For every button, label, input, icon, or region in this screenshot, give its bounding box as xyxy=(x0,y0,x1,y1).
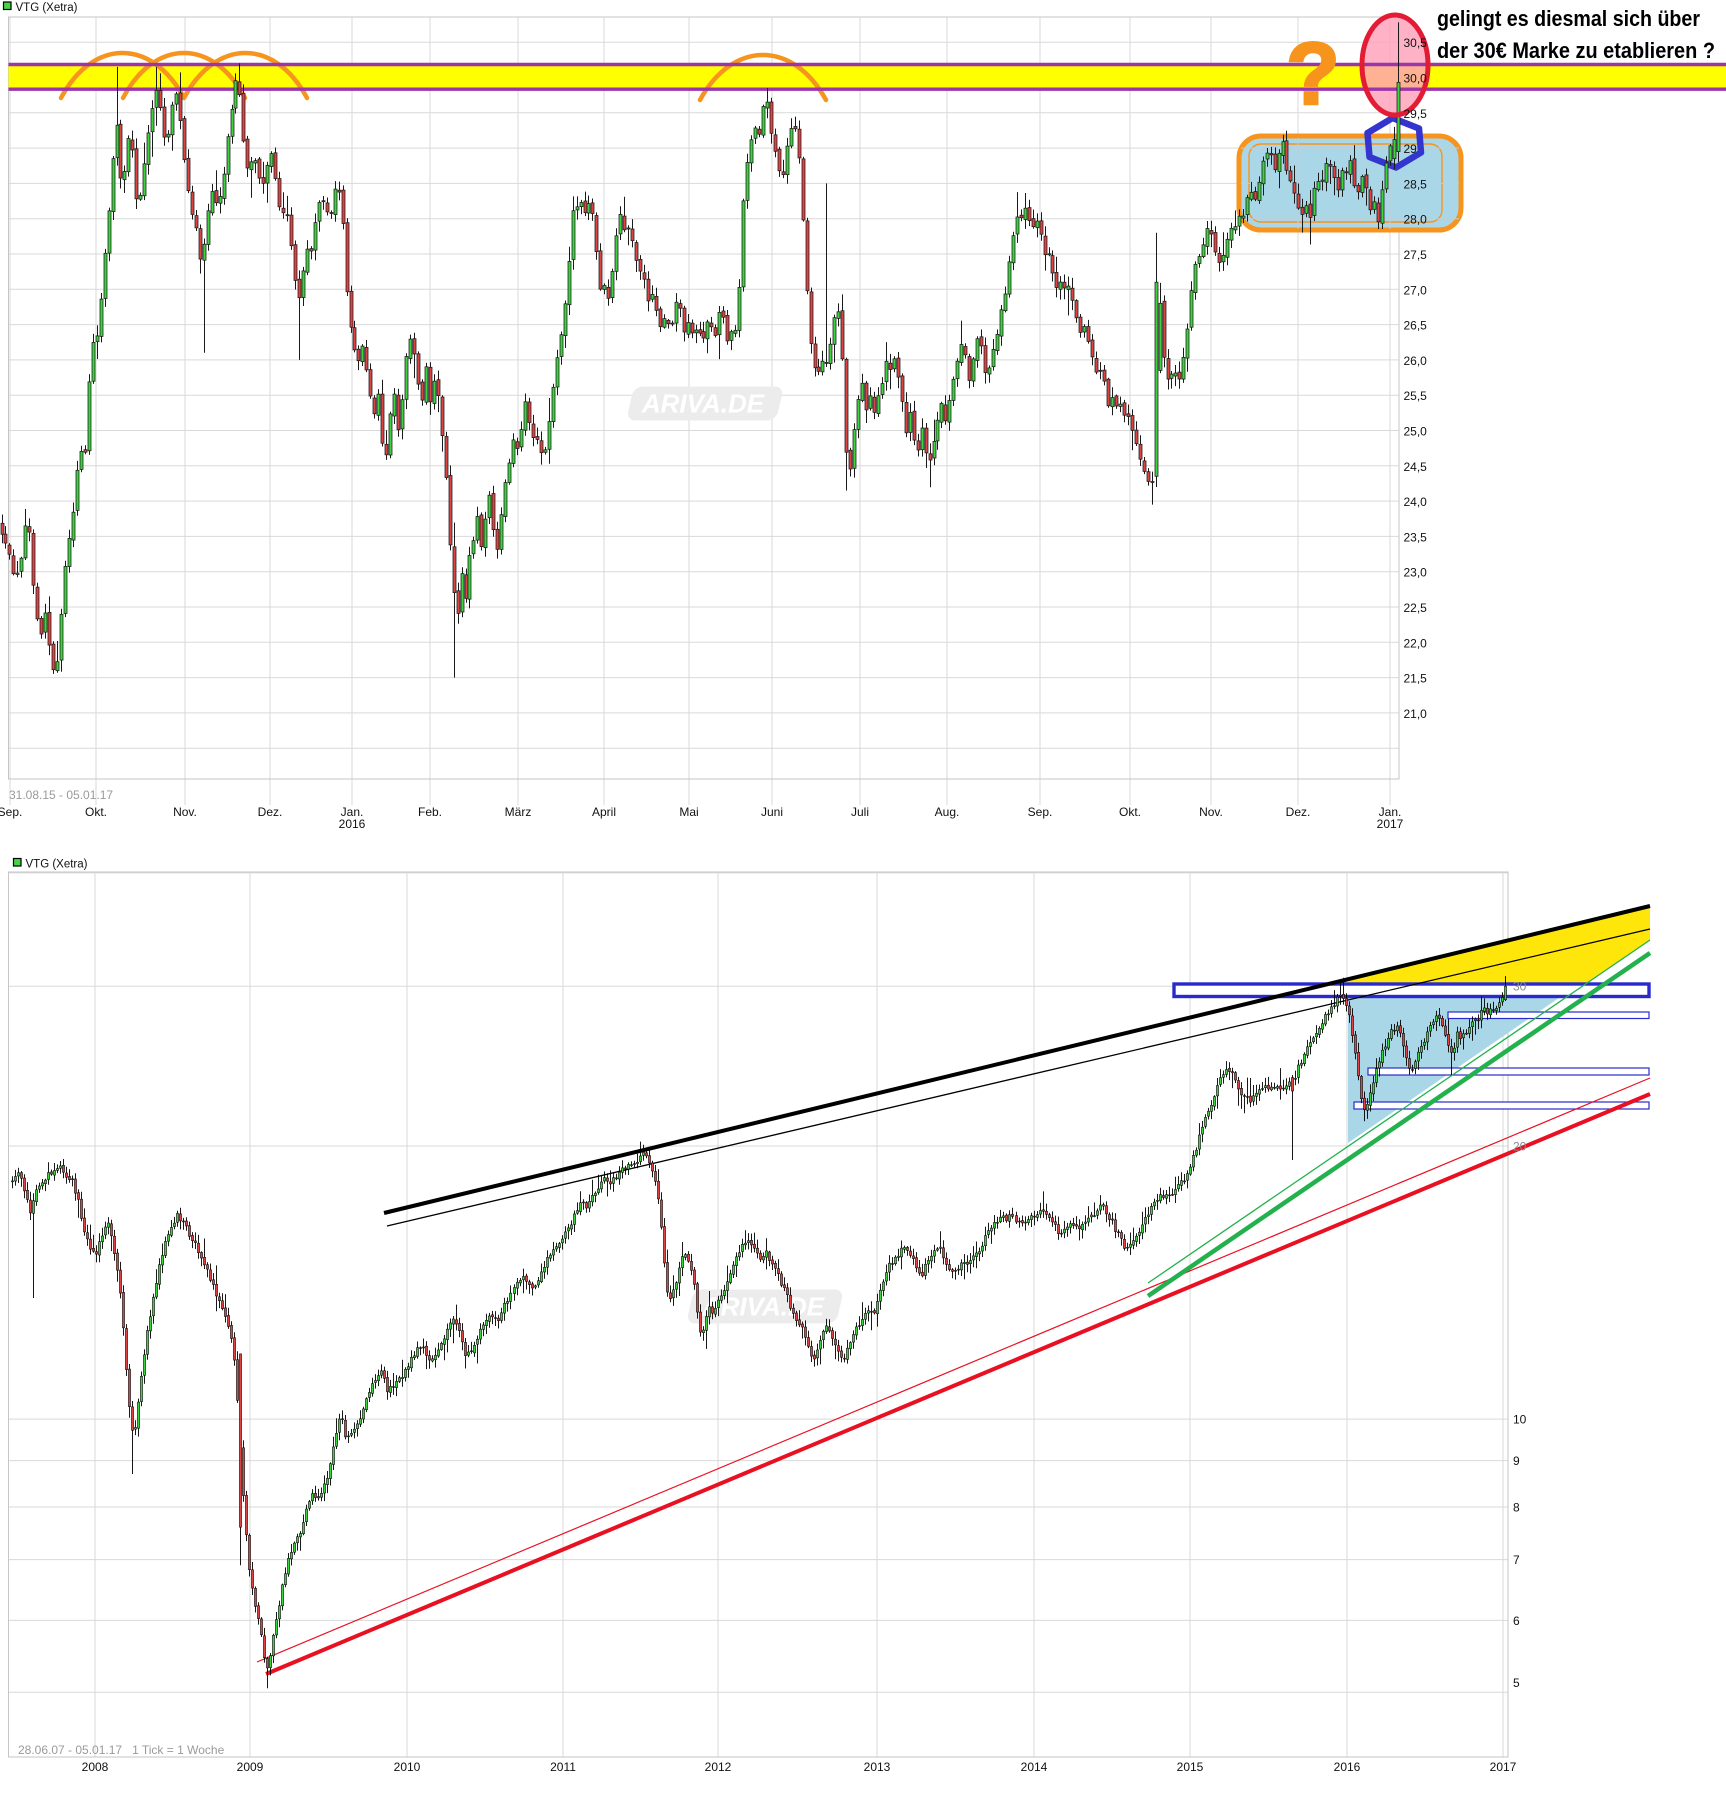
svg-text:Sep.: Sep. xyxy=(1028,805,1053,819)
svg-text:24,0: 24,0 xyxy=(1404,495,1428,509)
svg-text:2016: 2016 xyxy=(1334,1760,1361,1774)
svg-text:24,5: 24,5 xyxy=(1404,460,1428,474)
svg-text:21,5: 21,5 xyxy=(1404,672,1428,686)
svg-text:2012: 2012 xyxy=(705,1760,732,1774)
svg-text:29: 29 xyxy=(1404,142,1418,156)
svg-text:Sep.: Sep. xyxy=(0,805,22,819)
svg-text:2010: 2010 xyxy=(394,1760,421,1774)
svg-text:Juni: Juni xyxy=(761,805,783,819)
svg-text:der 30€ Marke zu etablieren ?: der 30€ Marke zu etablieren ? xyxy=(1437,38,1715,63)
svg-text:25,5: 25,5 xyxy=(1404,389,1428,403)
svg-text:Nov.: Nov. xyxy=(173,805,197,819)
svg-text:Juli: Juli xyxy=(851,805,869,819)
svg-text:2015: 2015 xyxy=(1177,1760,1204,1774)
svg-text:VTG (Xetra): VTG (Xetra) xyxy=(26,859,88,871)
svg-text:ARIVA.DE: ARIVA.DE xyxy=(641,389,765,419)
svg-text:Okt.: Okt. xyxy=(1119,805,1141,819)
svg-text:Nov.: Nov. xyxy=(1199,805,1223,819)
svg-text:23,0: 23,0 xyxy=(1404,566,1428,580)
svg-text:9: 9 xyxy=(1513,1454,1520,1468)
svg-text:27,0: 27,0 xyxy=(1404,283,1428,297)
svg-text:2011: 2011 xyxy=(550,1760,576,1774)
svg-text:2013: 2013 xyxy=(864,1760,891,1774)
svg-text:2008: 2008 xyxy=(82,1760,109,1774)
svg-text:25,0: 25,0 xyxy=(1404,425,1428,439)
svg-text:2014: 2014 xyxy=(1021,1760,1048,1774)
svg-text:VTG (Xetra): VTG (Xetra) xyxy=(16,2,78,14)
svg-text:23,5: 23,5 xyxy=(1404,530,1428,544)
svg-text:Mai: Mai xyxy=(679,805,698,819)
svg-text:26,0: 26,0 xyxy=(1404,354,1428,368)
svg-text:30,0: 30,0 xyxy=(1404,72,1428,86)
svg-text:7: 7 xyxy=(1513,1553,1520,1567)
svg-text:28,5: 28,5 xyxy=(1404,177,1428,191)
svg-text:5: 5 xyxy=(1513,1676,1520,1690)
svg-text:Dez.: Dez. xyxy=(1286,805,1311,819)
svg-text:20: 20 xyxy=(1513,1140,1527,1154)
svg-text:2017: 2017 xyxy=(1490,1760,1517,1774)
svg-text:30,5: 30,5 xyxy=(1404,36,1428,50)
svg-text:Feb.: Feb. xyxy=(418,805,442,819)
svg-text:2016: 2016 xyxy=(339,817,366,831)
svg-text:27,5: 27,5 xyxy=(1404,248,1428,262)
svg-text:31.08.15 - 05.01.17: 31.08.15 - 05.01.17 xyxy=(9,788,113,802)
svg-text:10: 10 xyxy=(1513,1413,1527,1427)
svg-text:Aug.: Aug. xyxy=(935,805,960,819)
svg-text:22,5: 22,5 xyxy=(1404,601,1428,615)
svg-text:?: ? xyxy=(1286,24,1340,123)
svg-text:21,0: 21,0 xyxy=(1404,707,1428,721)
svg-text:28.06.07 - 05.01.17 1 Tick =: 28.06.07 - 05.01.17 1 Tick = 1 Woche xyxy=(18,1743,225,1757)
svg-text:8: 8 xyxy=(1513,1501,1520,1515)
svg-text:6: 6 xyxy=(1513,1614,1520,1628)
svg-text:2009: 2009 xyxy=(237,1760,264,1774)
svg-text:März: März xyxy=(505,805,532,819)
svg-text:22,0: 22,0 xyxy=(1404,636,1428,650)
svg-text:28,0: 28,0 xyxy=(1404,213,1428,227)
svg-text:29,5: 29,5 xyxy=(1404,107,1428,121)
svg-text:26,5: 26,5 xyxy=(1404,319,1428,333)
svg-text:April: April xyxy=(592,805,616,819)
svg-text:Okt.: Okt. xyxy=(85,805,107,819)
svg-text:30: 30 xyxy=(1513,980,1527,994)
svg-text:2017: 2017 xyxy=(1377,817,1404,831)
svg-text:Dez.: Dez. xyxy=(258,805,283,819)
svg-text:gelingt es diesmal sich über: gelingt es diesmal sich über xyxy=(1437,6,1700,31)
